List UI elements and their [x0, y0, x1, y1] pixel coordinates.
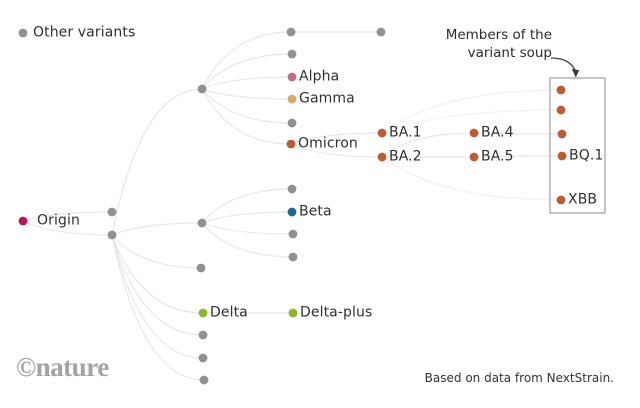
edge-origin-n1: [22, 211, 113, 222]
edge-omicron-ba2: [290, 143, 383, 158]
nature-logo: ©nature: [16, 352, 109, 382]
node-ba1: [377, 128, 387, 138]
annotation-line-1: Members of the: [445, 27, 552, 43]
node-beta-hub: [197, 218, 207, 228]
node-t4: [376, 27, 386, 37]
edge-top-hub-t2: [201, 53, 293, 90]
label-alpha: Alpha: [299, 68, 340, 85]
node-soup2: [556, 105, 566, 115]
edge-top-hub-gamma: [201, 88, 293, 100]
node-beta: [287, 207, 297, 217]
node-t3: [287, 118, 297, 128]
label-ba5: BA.5: [481, 148, 514, 165]
edge-beta-hub-b1: [201, 188, 293, 224]
node-alpha: [287, 72, 297, 82]
node-ba5: [469, 152, 479, 162]
variant-soup-annotation: Members of the variant soup: [446, 26, 552, 62]
edge-ba1-soup2: [381, 109, 562, 134]
node-delta: [198, 308, 208, 318]
annotation-line-2: variant soup: [467, 45, 552, 61]
label-delta: Delta: [210, 304, 248, 321]
edge-ba1-soup1: [381, 89, 562, 134]
node-soup3: [557, 129, 567, 139]
variant-soup-box: [549, 77, 606, 214]
edge-n2-leaf1: [111, 234, 202, 269]
label-beta: Beta: [299, 203, 332, 220]
edge-top-hub-omicron: [201, 88, 292, 145]
edge-n2-beta-hub: [111, 222, 203, 236]
edge-ba2-xbb: [381, 156, 562, 201]
source-credit: Based on data from NextStrain.: [424, 371, 614, 385]
edge-top-hub-alpha: [201, 76, 293, 90]
node-bq1: [557, 151, 567, 161]
node-top-hub: [197, 84, 207, 94]
node-n2: [107, 230, 117, 240]
label-ba2: BA.2: [389, 148, 422, 165]
node-g3: [199, 375, 209, 385]
node-n1: [107, 207, 117, 217]
label-gamma: Gamma: [299, 90, 355, 107]
node-ba4: [469, 128, 479, 138]
node-delta-plus: [288, 308, 298, 318]
node-ba2: [377, 152, 387, 162]
edge-origin-n2: [22, 220, 113, 236]
edge-n2-g2: [111, 234, 204, 359]
edge-n2-g3: [111, 234, 205, 381]
label-ba4: BA.4: [481, 124, 514, 141]
node-soup1: [556, 85, 566, 95]
edge-beta-hub-b2: [201, 222, 294, 235]
annotation-arrow-head: [571, 68, 580, 78]
edge-top-hub-t1: [201, 31, 292, 90]
edge-beta-hub-beta: [201, 211, 293, 224]
edge-n2-delta: [111, 234, 204, 314]
node-t2: [287, 49, 297, 59]
label-origin: Origin: [37, 212, 80, 229]
edge-n2-g1: [111, 234, 204, 336]
label-xbb: XBB: [568, 191, 598, 208]
edge-n2-top-hub: [111, 88, 203, 236]
label-bq1: BQ.1: [569, 147, 604, 164]
node-t1: [286, 27, 296, 37]
node-b2: [288, 229, 298, 239]
node-b1: [287, 184, 297, 194]
node-g2: [198, 353, 208, 363]
label-other-variants-legend: Other variants: [33, 24, 136, 41]
edge-omicron-ba1: [290, 132, 383, 145]
node-other-variants-legend: [18, 28, 28, 38]
node-xbb: [556, 195, 566, 205]
node-omicron: [286, 139, 296, 149]
node-g1: [198, 330, 208, 340]
node-b3: [288, 252, 298, 262]
annotation-arrow-line: [550, 57, 576, 71]
label-omicron: Omicron: [298, 135, 358, 152]
edge-top-hub-t3: [201, 88, 293, 124]
node-origin: [18, 216, 28, 226]
node-gamma: [287, 94, 297, 104]
label-delta-plus: Delta-plus: [300, 304, 373, 321]
node-leaf1: [196, 263, 206, 273]
label-ba1: BA.1: [389, 124, 422, 141]
edge-ba2-ba4: [381, 132, 475, 158]
edge-beta-hub-b3: [201, 222, 294, 258]
